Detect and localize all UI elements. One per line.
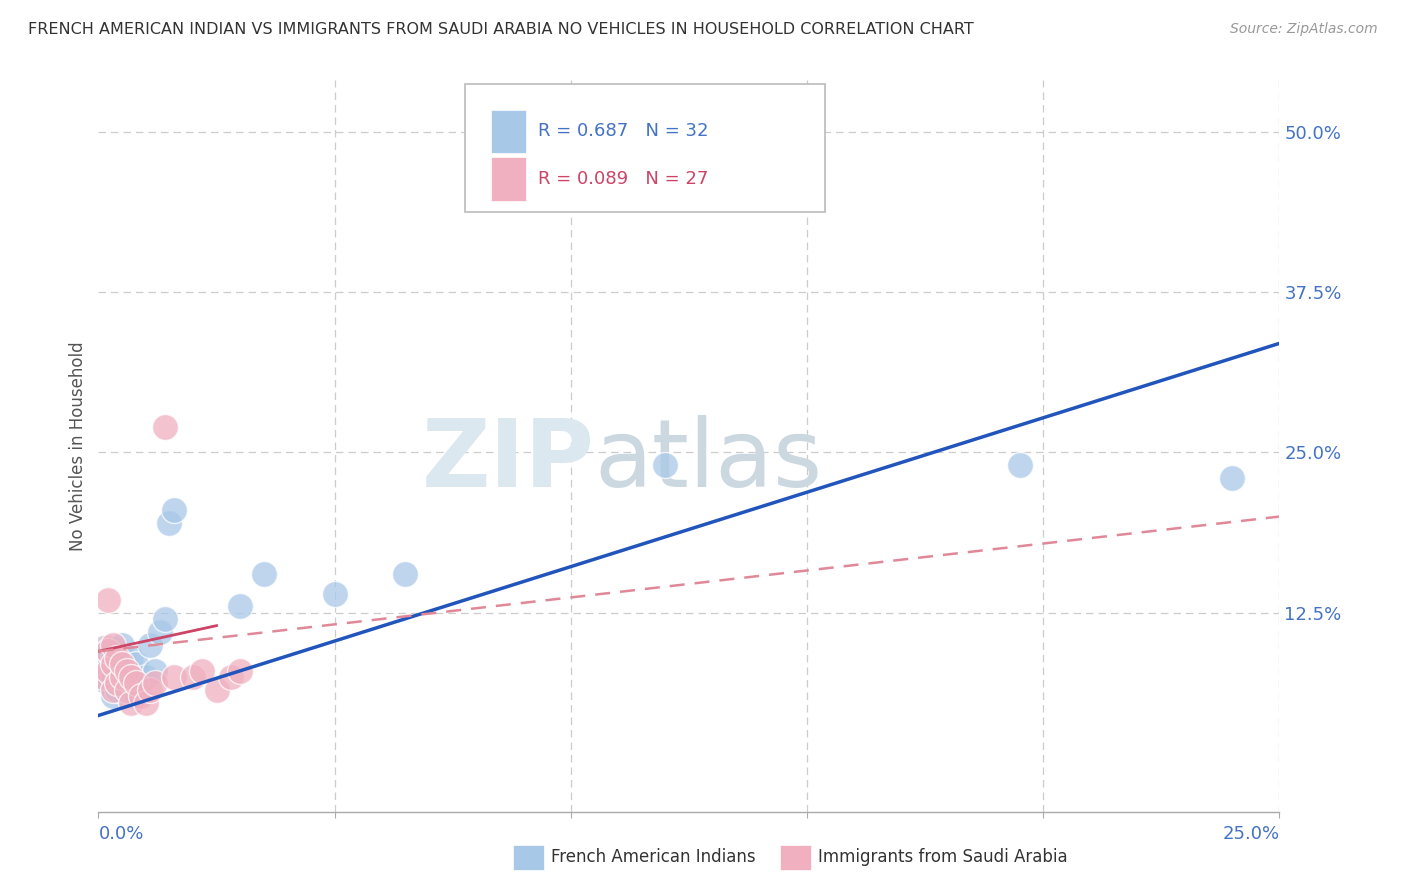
Point [101,690,124,704]
Point [125,690,148,704]
Point [139,682,162,697]
Point [101,682,124,697]
Text: Source: ZipAtlas.com: Source: ZipAtlas.com [1230,22,1378,37]
Point [91,657,114,672]
Point [129,676,152,690]
Point [1008,458,1031,473]
Point [105,664,128,678]
Point [143,676,166,690]
Point [111,657,134,672]
Point [205,682,228,697]
Point [101,650,124,665]
Point [394,567,416,582]
Point [143,664,166,678]
Text: ZIP: ZIP [422,415,595,507]
Point [229,599,252,614]
Point [1220,471,1243,485]
Point [97,644,120,658]
Point [125,657,148,672]
Text: 25.0%: 25.0% [1222,824,1279,843]
Point [105,650,128,665]
Point [157,516,180,530]
Point [181,670,204,684]
Text: FRENCH AMERICAN INDIAN VS IMMIGRANTS FROM SAUDI ARABIA NO VEHICLES IN HOUSEHOLD : FRENCH AMERICAN INDIAN VS IMMIGRANTS FRO… [28,22,974,37]
Point [163,503,186,517]
Y-axis label: No Vehicles in Household: No Vehicles in Household [69,341,87,551]
Point [129,690,152,704]
Point [135,670,157,684]
Point [97,657,120,672]
Point [111,676,134,690]
Point [111,657,134,672]
Text: R = 0.687   N = 32: R = 0.687 N = 32 [537,122,709,140]
Point [91,670,114,684]
FancyBboxPatch shape [491,110,526,153]
Text: Immigrants from Saudi Arabia: Immigrants from Saudi Arabia [818,848,1069,866]
Point [163,670,186,684]
Point [97,593,120,607]
Point [115,664,138,678]
Point [101,670,124,684]
Text: R = 0.089   N = 27: R = 0.089 N = 27 [537,170,709,188]
Point [115,682,138,697]
Point [149,625,172,640]
Point [105,682,128,697]
Point [121,670,143,684]
Point [153,419,176,434]
Point [229,664,252,678]
Point [97,644,120,658]
Point [97,657,120,672]
Point [135,696,157,710]
Point [101,657,124,672]
Text: atlas: atlas [595,415,823,507]
Text: 0.0%: 0.0% [98,824,143,843]
Point [121,650,143,665]
Point [105,676,128,690]
Point [153,612,176,626]
Point [253,567,276,582]
Point [121,696,143,710]
Point [101,638,124,652]
Point [97,664,120,678]
Text: French American Indians: French American Indians [551,848,756,866]
Point [97,676,120,690]
Point [139,638,162,652]
Point [654,458,676,473]
FancyBboxPatch shape [464,84,825,212]
Point [111,638,134,652]
Point [115,664,138,678]
Point [323,586,346,600]
Point [111,670,134,684]
Point [219,670,242,684]
FancyBboxPatch shape [491,157,526,201]
Point [191,664,214,678]
Point [115,682,138,697]
Point [121,670,143,684]
Point [125,676,148,690]
